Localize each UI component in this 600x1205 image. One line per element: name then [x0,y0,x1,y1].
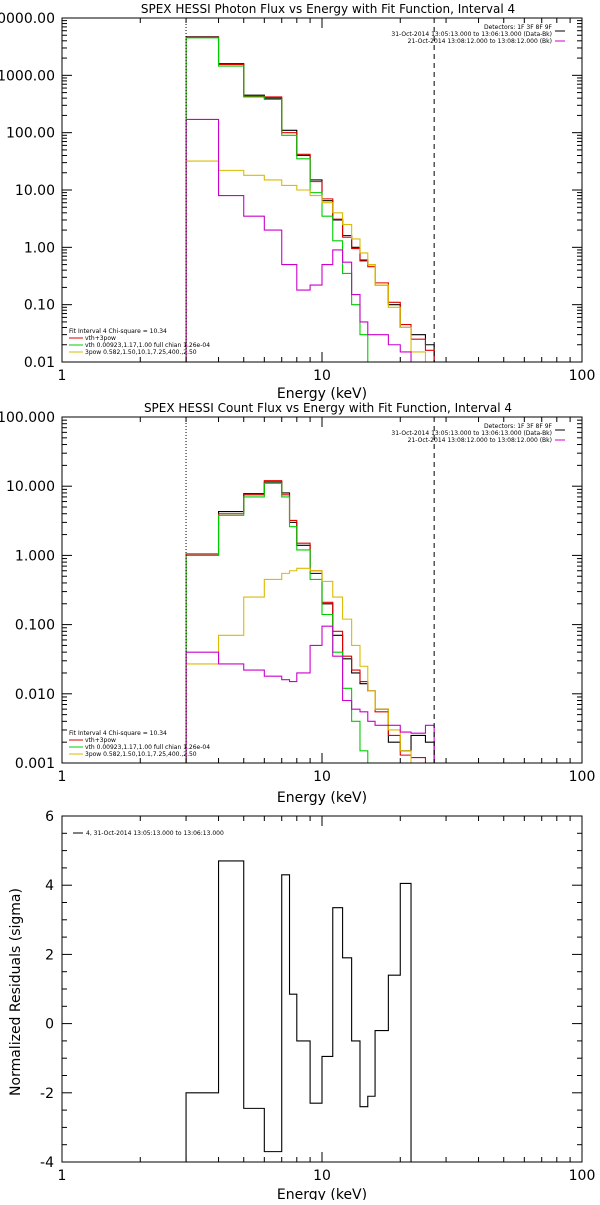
series-vth-3pow [185,480,435,763]
y-tick-label: 10.000 [6,479,55,495]
count-flux-title: SPEX HESSI Count Flux vs Energy with Fit… [144,401,512,415]
series-group [185,860,435,1162]
count-flux-detectors: Detectors: 1F 3F 8F 9F [484,423,553,430]
photon-flux-detectors: Detectors: 1F 3F 8F 9F [484,24,553,31]
series-3pow [185,567,435,763]
x-tick-label: 10 [313,1168,331,1184]
x-tick-label: 100 [569,769,596,785]
series-4-31-oct-2014-13-05-13-000-to-13-06-13-000 [185,860,435,1162]
y-tick-label: 0.100 [15,618,55,634]
series-group [185,36,435,362]
series-group [185,480,435,763]
series-vth [185,37,435,362]
photon-flux-legend-3pow: 3pow 0.582,1.50,10.1,7.25,400.,2.50 [85,349,197,356]
count-flux-bk-interval: 21-Oct-2014 13:08:12.000 to 13:08:12.000… [408,437,552,444]
y-tick-label: -4 [40,1155,54,1171]
count-flux-fit-info: Fit Interval 4 Chi-square = 10.34 [69,730,167,737]
x-tick-label: 10 [313,368,331,384]
y-tick-label: 0000.00 [0,11,55,27]
x-tick-label: 1 [58,1168,67,1184]
y-tick-label: 100.00 [6,126,55,142]
count-flux-xlabel: Energy (keV) [277,790,367,806]
photon-flux-title: SPEX HESSI Photon Flux vs Energy with Fi… [141,2,515,16]
plot-frame [61,815,583,1163]
y-tick-label: 1000.00 [0,68,55,84]
residuals-ylabel: Normalized Residuals (sigma) [8,888,24,1096]
count-flux-legend-vth: vth 0.00923,1.17,1.00 full chian 1.26e-0… [85,744,210,751]
residuals-legend-text: 4, 31-Oct-2014 13:05:13.000 to 13:06:13.… [86,830,224,837]
y-tick-label: 1.000 [15,548,55,564]
photon-flux-data-interval: 31-Oct-2014 13:05:13.000 to 13:06:13.000… [391,31,552,38]
photon-flux-bk-interval: 21-Oct-2014 13:08:12.000 to 13:08:12.000… [408,38,552,45]
y-tick-label: 0.10 [24,298,55,314]
y-tick-label: 6 [45,809,54,825]
y-tick-label: 100.000 [0,410,55,426]
photon-flux-xlabel: Energy (keV) [277,386,367,402]
photon-flux-panel: SPEX HESSI Photon Flux vs Energy with Fi… [0,2,595,402]
photon-flux-legend-vth3pow: vth+3pow [85,335,116,342]
residuals-panel: Energy (keV) Normalized Residuals (sigma… [8,809,596,1203]
series-vth [185,482,435,763]
series-bk [185,625,435,763]
series-data-bk [185,481,435,763]
y-tick-label: 2 [45,947,54,963]
x-tick-label: 100 [569,368,596,384]
residuals-xlabel: Energy (keV) [277,1187,367,1200]
y-tick-label: 0 [45,1017,54,1033]
series-3pow [185,160,435,362]
count-flux-panel: SPEX HESSI Count Flux vs Energy with Fit… [0,401,595,806]
y-tick-label: -2 [40,1086,54,1102]
y-tick-label: 0.001 [15,756,55,772]
series-vth-3pow [185,36,435,362]
count-flux-legend-3pow: 3pow 0.582,1.50,10.1,7.25,400.,2.50 [85,751,197,758]
series-bk [185,118,435,362]
count-flux-legend-vth3pow: vth+3pow [85,737,116,744]
x-tick-label: 1 [58,769,67,785]
y-tick-label: 4 [45,878,54,894]
x-tick-label: 10 [313,769,331,785]
y-tick-label: 10.00 [15,183,55,199]
count-flux-data-interval: 31-Oct-2014 13:05:13.000 to 13:06:13.000… [391,430,552,437]
photon-flux-legend-vth: vth 0.00923,1.17,1.00 full chian 1.26e-0… [85,342,210,349]
photon-flux-fit-info: Fit Interval 4 Chi-square = 10.34 [69,328,167,335]
x-tick-label: 1 [58,368,67,384]
y-tick-label: 0.010 [15,687,55,703]
y-tick-label: 1.00 [24,240,55,256]
x-tick-label: 100 [569,1168,596,1184]
series-data-bk [185,36,435,362]
y-tick-label: 0.01 [24,355,55,371]
